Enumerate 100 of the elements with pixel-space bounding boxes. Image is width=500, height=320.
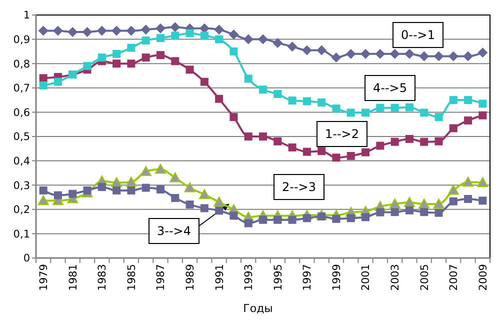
point (215, 94, 224, 103)
point (215, 206, 224, 215)
point (96, 26, 107, 36)
point (390, 104, 399, 112)
point (420, 208, 428, 216)
point (331, 52, 342, 63)
point (258, 34, 268, 44)
point (478, 48, 488, 58)
point (346, 214, 355, 222)
point (215, 35, 224, 44)
point (478, 196, 487, 205)
point (112, 186, 121, 194)
y-tick-label: 0,5 (13, 131, 30, 144)
point (274, 90, 282, 98)
point (318, 147, 326, 156)
point (68, 27, 78, 38)
point (244, 219, 252, 228)
series-label: 4-->5 (373, 81, 407, 96)
point (316, 45, 327, 56)
x-tick-label: 2005 (418, 264, 431, 291)
point (389, 198, 400, 209)
point (448, 51, 458, 62)
y-tick-label: 0,6 (13, 106, 30, 119)
point (200, 78, 208, 86)
y-tick-label: 0,9 (13, 34, 30, 46)
point (274, 137, 282, 146)
point (478, 100, 487, 108)
x-tick-label: 1991 (214, 264, 226, 291)
point (156, 185, 164, 194)
y-tick-label: 0,7 (13, 82, 30, 95)
point (405, 134, 414, 143)
point (405, 103, 414, 112)
x-tick-label: 1999 (330, 264, 343, 291)
point (288, 96, 296, 105)
point (433, 198, 444, 209)
point (346, 108, 355, 117)
point (318, 98, 326, 106)
y-tick-label: 0,8 (13, 58, 30, 70)
point (127, 44, 136, 52)
point (228, 29, 239, 40)
point (390, 48, 400, 59)
point (154, 164, 166, 174)
point (390, 138, 399, 146)
point (464, 96, 472, 104)
point (419, 51, 430, 62)
point (420, 138, 428, 146)
point (54, 78, 62, 86)
x-axis-title: Годы (243, 302, 273, 315)
point (111, 177, 122, 188)
point (214, 196, 225, 207)
point (404, 48, 414, 59)
point (126, 176, 137, 187)
point (198, 189, 210, 200)
point (332, 154, 340, 162)
point (259, 86, 267, 94)
point (140, 166, 152, 176)
point (332, 104, 340, 113)
point (52, 26, 63, 36)
point (142, 184, 150, 192)
point (288, 143, 296, 152)
x-tick-label: 1981 (67, 264, 80, 291)
point (39, 74, 48, 82)
point (112, 26, 122, 36)
point (274, 216, 282, 224)
point (302, 214, 311, 222)
point (98, 54, 106, 62)
point (142, 54, 150, 62)
point (170, 22, 180, 32)
point (126, 26, 136, 36)
point (434, 208, 443, 217)
point (478, 111, 487, 120)
point (302, 97, 311, 106)
point (230, 47, 238, 56)
point (376, 208, 384, 216)
point (360, 48, 371, 59)
y-tick-label: 0,4 (13, 155, 30, 168)
point (462, 176, 474, 187)
point (171, 194, 180, 202)
x-tick-label: 1985 (126, 264, 138, 291)
y-tick-label: 0,2 (13, 204, 30, 216)
point (155, 23, 166, 34)
point (404, 196, 415, 207)
point (170, 172, 181, 182)
point (156, 34, 164, 42)
point (259, 132, 267, 140)
x-tick-label: 1983 (96, 264, 109, 291)
point (156, 51, 164, 60)
point (38, 195, 49, 206)
x-tick-label: 2007 (448, 264, 460, 291)
point (39, 81, 48, 90)
y-tick-label: 0,1 (13, 228, 30, 240)
point (287, 42, 298, 52)
point (434, 51, 444, 62)
point (127, 186, 136, 194)
point (477, 177, 488, 188)
point (464, 116, 472, 124)
x-tick-label: 2003 (389, 264, 402, 291)
point (434, 137, 443, 146)
point (171, 57, 180, 66)
x-tick-label: 1979 (38, 264, 50, 291)
